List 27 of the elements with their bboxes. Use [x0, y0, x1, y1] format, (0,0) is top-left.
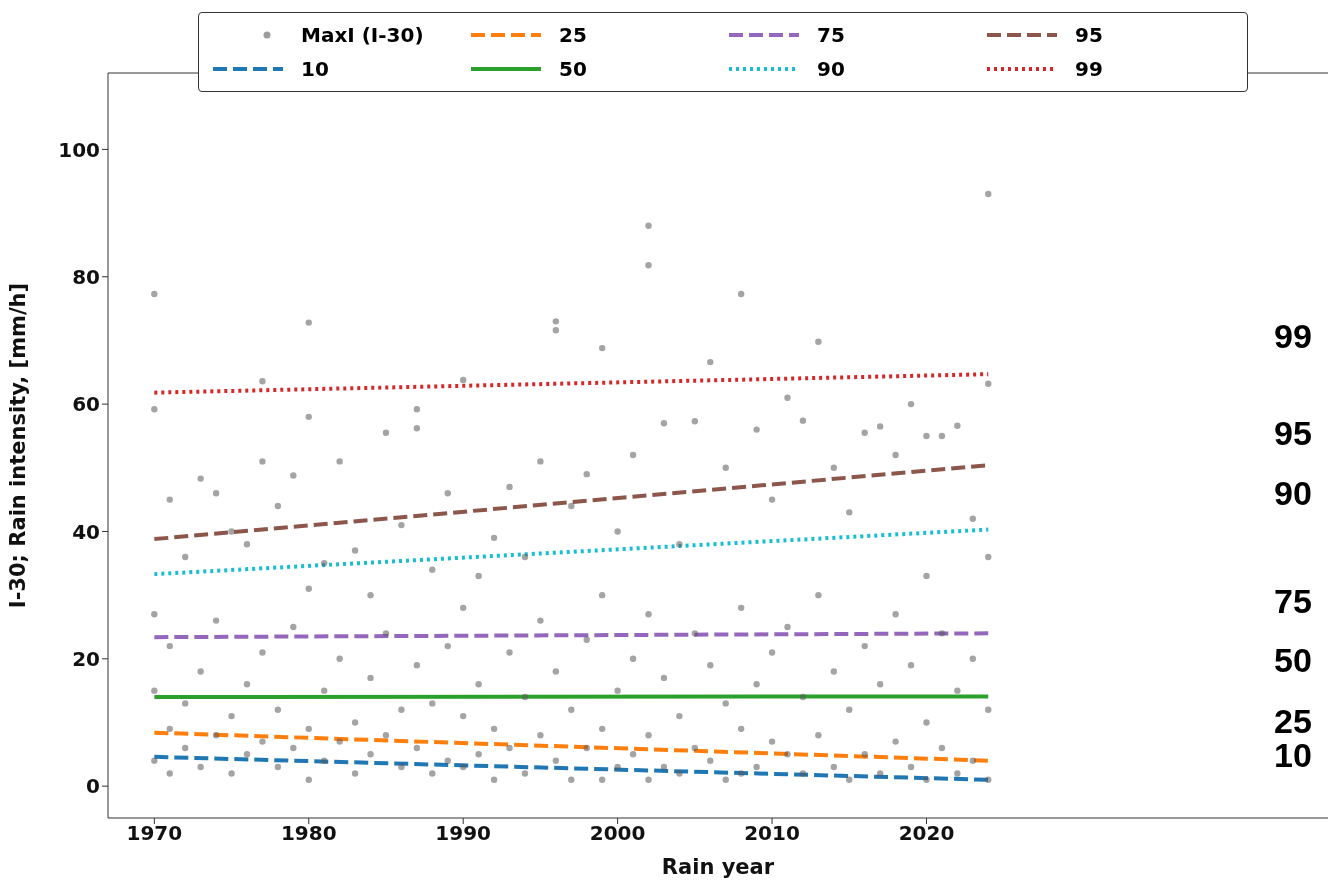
x-tick-label: 2000 — [589, 821, 646, 846]
legend-label: 99 — [1075, 57, 1103, 81]
legend-label: 50 — [559, 57, 587, 81]
legend-label: 75 — [817, 23, 845, 47]
y-tick-label: 0 — [86, 774, 100, 799]
y-tick-label: 40 — [72, 519, 100, 544]
y-tick-label: 60 — [72, 392, 100, 417]
x-tick-label: 1990 — [435, 821, 492, 846]
annotation: 99 — [1274, 316, 1312, 356]
y-tick-label: 80 — [72, 264, 100, 289]
legend-label: MaxI (I-30) — [301, 23, 424, 47]
x-tick-label: 1970 — [126, 821, 183, 846]
x-tick-label: 1980 — [280, 821, 337, 846]
legend-label: 10 — [301, 57, 329, 81]
y-axis-title: I-30; Rain intensity, [mm/h] — [6, 282, 31, 609]
x-axis-title: Rain year — [661, 855, 775, 879]
y-tick-label: 100 — [58, 137, 100, 162]
annotation: 90 — [1274, 473, 1312, 513]
annotation: 50 — [1274, 640, 1312, 680]
legend-label: 90 — [817, 57, 845, 81]
x-tick-label: 2010 — [744, 821, 800, 846]
annotation: 95 — [1274, 413, 1312, 453]
x-tick-label: 2020 — [898, 821, 955, 846]
annotation: 75 — [1274, 581, 1312, 621]
legend-label: 95 — [1075, 23, 1103, 47]
legend-label: 25 — [559, 23, 587, 47]
y-tick-label: 20 — [72, 646, 100, 671]
